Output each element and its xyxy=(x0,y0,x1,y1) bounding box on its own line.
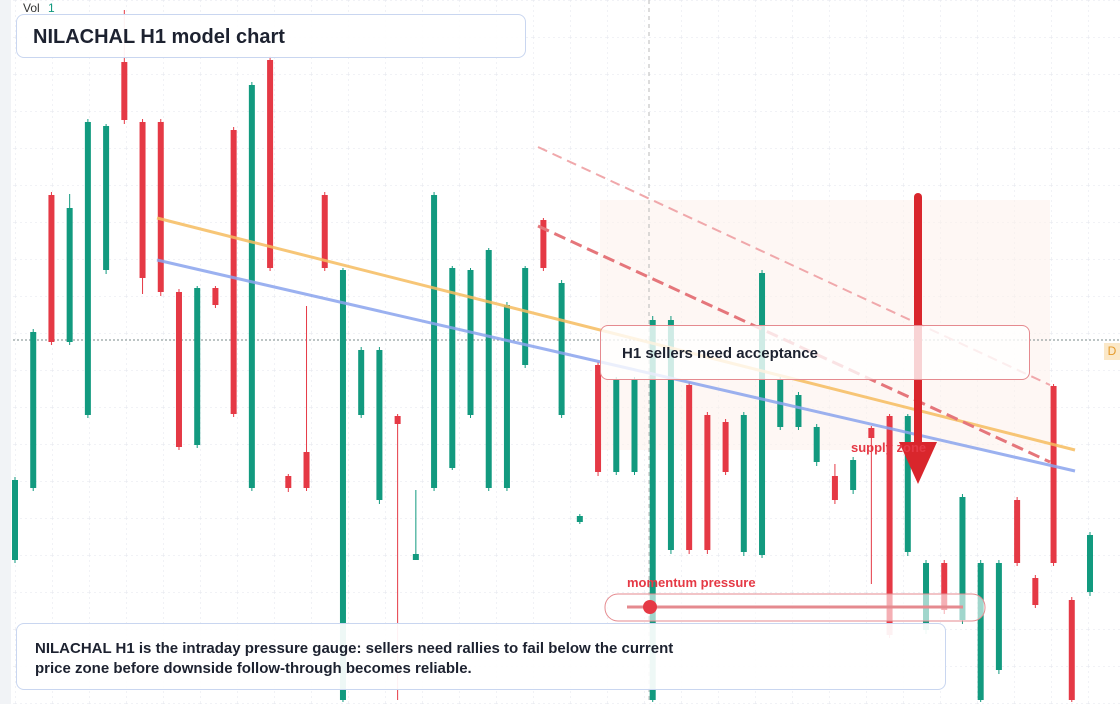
candle-body xyxy=(576,516,583,522)
candle-body xyxy=(230,130,237,414)
candle-body xyxy=(631,380,638,472)
description-box: NILACHAL H1 is the intraday pressure gau… xyxy=(16,623,946,690)
candle-body xyxy=(1068,600,1075,700)
volume-label: Vol xyxy=(23,1,40,15)
candle-body xyxy=(103,126,110,270)
candle-body xyxy=(904,416,911,552)
candle-body xyxy=(868,428,875,438)
gauge-knob xyxy=(643,600,657,614)
candle-body xyxy=(686,385,693,550)
candle-body xyxy=(285,476,292,488)
momentum-label: momentum pressure xyxy=(627,575,756,590)
chart-title: NILACHAL H1 model chart xyxy=(33,26,285,48)
candle-body xyxy=(431,195,438,488)
candle-body xyxy=(522,268,529,365)
candle-body xyxy=(558,283,565,415)
candle-body xyxy=(1032,578,1039,605)
candle-body xyxy=(248,85,255,488)
candle-body xyxy=(175,292,182,447)
candle-body xyxy=(667,320,674,550)
candle-body xyxy=(303,452,310,488)
candle-body xyxy=(1087,535,1093,592)
candle-body xyxy=(740,415,747,552)
candle-body xyxy=(412,554,419,560)
candle-body xyxy=(540,220,547,268)
left-edge xyxy=(0,0,11,704)
candle-body xyxy=(394,416,401,424)
candle-body xyxy=(886,416,893,635)
candle-body xyxy=(139,122,146,278)
candle-body xyxy=(722,422,729,472)
candle-body xyxy=(30,332,37,488)
zone-label: H1 sellers need acceptance xyxy=(622,345,818,362)
arrow-head xyxy=(899,442,937,484)
candle-body xyxy=(503,305,510,488)
candle-body xyxy=(995,563,1002,670)
title-box: NILACHAL H1 model chart xyxy=(16,14,526,58)
candle-body xyxy=(1050,386,1057,563)
candle-body xyxy=(959,497,966,620)
supply-label: supply zone xyxy=(851,440,927,455)
candle-body xyxy=(212,288,219,305)
candle-body xyxy=(795,395,802,427)
candle-body xyxy=(485,250,492,488)
candle-body xyxy=(831,476,838,500)
candle-body xyxy=(613,380,620,472)
candle-body xyxy=(267,60,274,268)
candle-body xyxy=(157,122,164,292)
candle-body xyxy=(194,288,201,445)
candle-body xyxy=(358,350,365,415)
candle-body xyxy=(66,208,73,342)
candle-body xyxy=(121,62,128,120)
candle-body xyxy=(704,415,711,550)
candle-body xyxy=(12,480,18,560)
candle-body xyxy=(977,563,984,700)
candle-body xyxy=(84,122,91,415)
candle-body xyxy=(339,270,346,700)
candle-body xyxy=(941,563,948,610)
candle-body xyxy=(649,320,656,700)
candles xyxy=(12,10,1093,702)
candle-body xyxy=(759,273,766,555)
candle-body xyxy=(449,268,456,468)
candle-body xyxy=(376,350,383,500)
candle-body xyxy=(595,365,602,472)
candle-body xyxy=(467,270,474,415)
zone-box: H1 sellers need acceptance xyxy=(600,325,1030,380)
candle-body xyxy=(1014,500,1021,563)
description: NILACHAL H1 is the intraday pressure gau… xyxy=(35,640,674,677)
candle-body xyxy=(48,195,55,342)
candle-body xyxy=(321,195,328,268)
candle-body xyxy=(813,427,820,462)
edge-tag: D xyxy=(1104,343,1120,360)
candle-body xyxy=(850,460,857,490)
volume-value: 1 xyxy=(48,1,55,15)
